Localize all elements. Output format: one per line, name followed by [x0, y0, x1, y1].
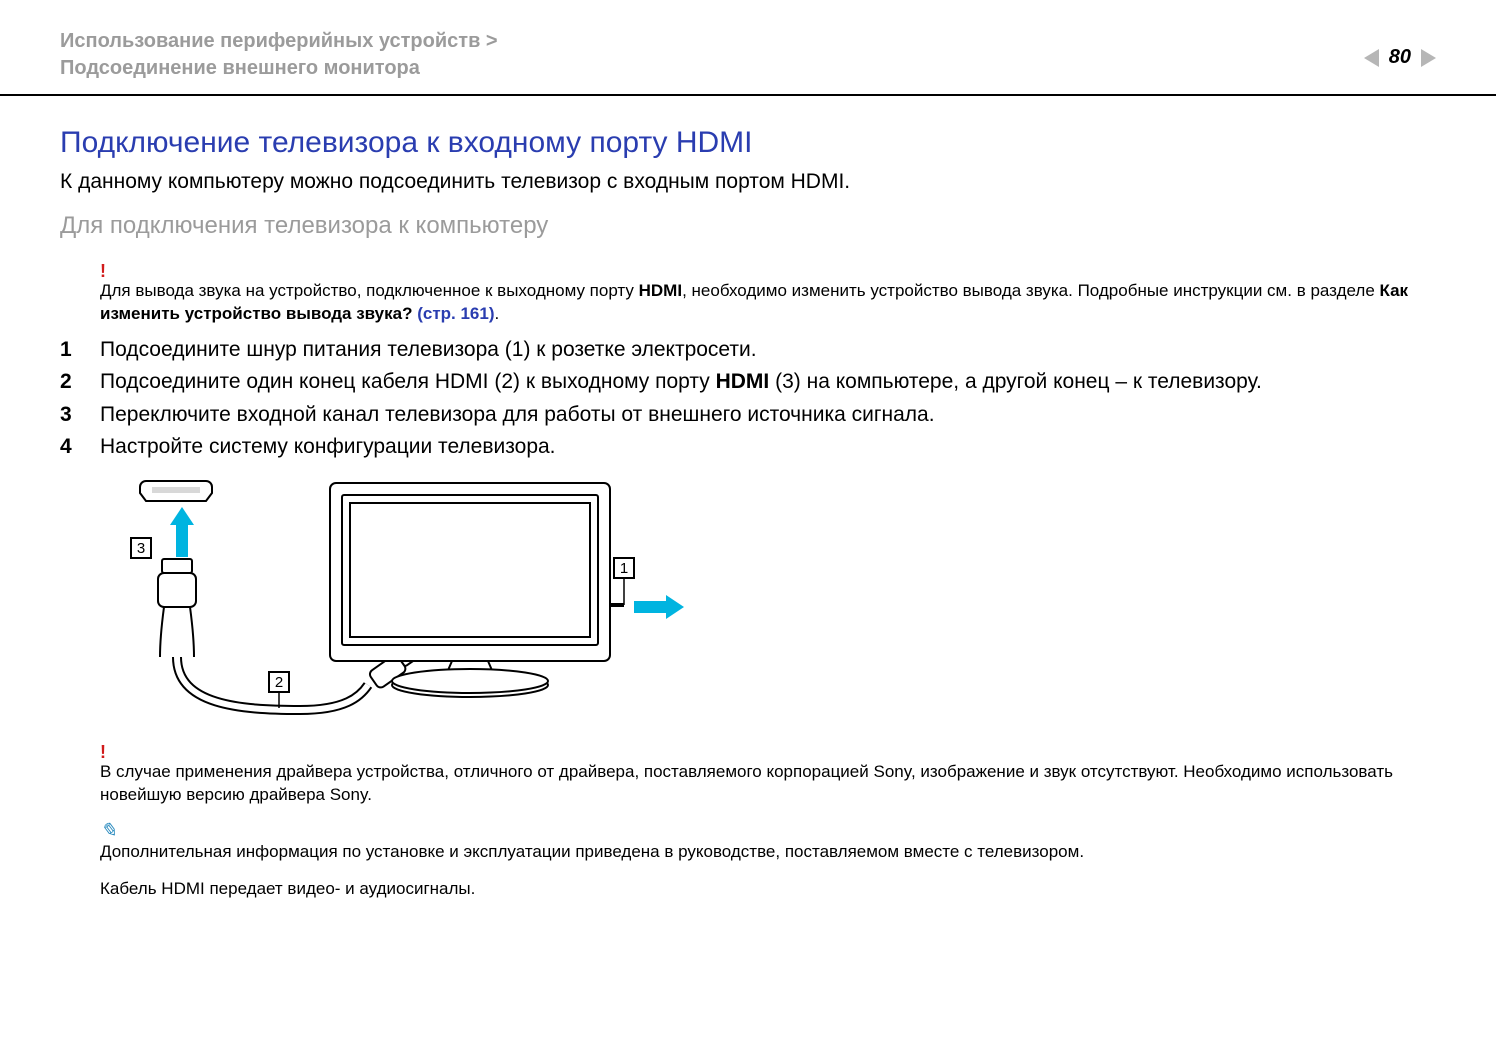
note-text: Дополнительная информация по установке и…	[100, 841, 1436, 864]
section-subtitle: Для подключения телевизора к компьютеру	[60, 212, 1436, 240]
page-header: Использование периферийных устройств > П…	[0, 0, 1496, 94]
pager: 80	[1364, 28, 1436, 69]
warning-icon: !	[100, 262, 1436, 280]
breadcrumb: Использование периферийных устройств > П…	[60, 28, 498, 82]
arrow-to-hdmi-port	[170, 507, 194, 557]
warn1-bold1: HDMI	[639, 281, 682, 300]
step2-pre: Подсоедините один конец кабеля HDMI (2) …	[100, 370, 716, 393]
step-2: Подсоедините один конец кабеля HDMI (2) …	[60, 368, 1436, 396]
connection-diagram: 3 2 1	[100, 475, 720, 735]
callout-3: 3	[130, 537, 152, 559]
warn1-pre: Для вывода звука на устройство, подключе…	[100, 281, 639, 300]
warning-block-2: ! В случае применения драйвера устройств…	[100, 743, 1436, 807]
breadcrumb-line2: Подсоединение внешнего монитора	[60, 55, 498, 82]
note-block: ✎ Дополнительная информация по установке…	[100, 821, 1436, 864]
steps-list: Подсоедините шнур питания телевизора (1)…	[60, 336, 1436, 461]
page-number: 80	[1389, 46, 1411, 69]
warning-icon-2: !	[100, 743, 1436, 761]
step-3: Переключите входной канал телевизора для…	[60, 401, 1436, 429]
warn1-post: .	[495, 304, 500, 323]
warn1-mid: , необходимо изменить устройство вывода …	[682, 281, 1379, 300]
step-4-text: Настройте систему конфигурации телевизор…	[100, 433, 1436, 461]
step-1: Подсоедините шнур питания телевизора (1)…	[60, 336, 1436, 364]
step-2-text: Подсоедините один конец кабеля HDMI (2) …	[100, 368, 1436, 396]
warning-1-text: Для вывода звука на устройство, подключе…	[100, 280, 1436, 326]
step2-post: (3) на компьютере, а другой конец – к те…	[769, 370, 1262, 393]
warning-2-text: В случае применения драйвера устройства,…	[100, 761, 1436, 807]
callout-1: 1	[613, 557, 635, 579]
step-3-text: Переключите входной канал телевизора для…	[100, 401, 1436, 429]
callout-2: 2	[268, 671, 290, 693]
next-page-icon[interactable]	[1421, 49, 1436, 67]
intro-text: К данному компьютеру можно подсоединить …	[60, 170, 1436, 194]
arrow-to-power	[634, 595, 684, 619]
note-icon: ✎	[100, 821, 1436, 841]
page-title: Подключение телевизора к входному порту …	[60, 126, 1436, 160]
plain-text: Кабель HDMI передает видео- и аудиосигна…	[100, 878, 1436, 901]
warning-block-1: ! Для вывода звука на устройство, подклю…	[100, 262, 1436, 326]
step2-bold: HDMI	[716, 370, 770, 393]
plain-text-block: Кабель HDMI передает видео- и аудиосигна…	[100, 878, 1436, 901]
warn1-link[interactable]: (стр. 161)	[412, 304, 494, 323]
breadcrumb-line1: Использование периферийных устройств >	[60, 28, 498, 55]
prev-page-icon[interactable]	[1364, 49, 1379, 67]
step-4: Настройте систему конфигурации телевизор…	[60, 433, 1436, 461]
step-1-text: Подсоедините шнур питания телевизора (1)…	[100, 336, 1436, 364]
content: Подключение телевизора к входному порту …	[0, 96, 1496, 901]
